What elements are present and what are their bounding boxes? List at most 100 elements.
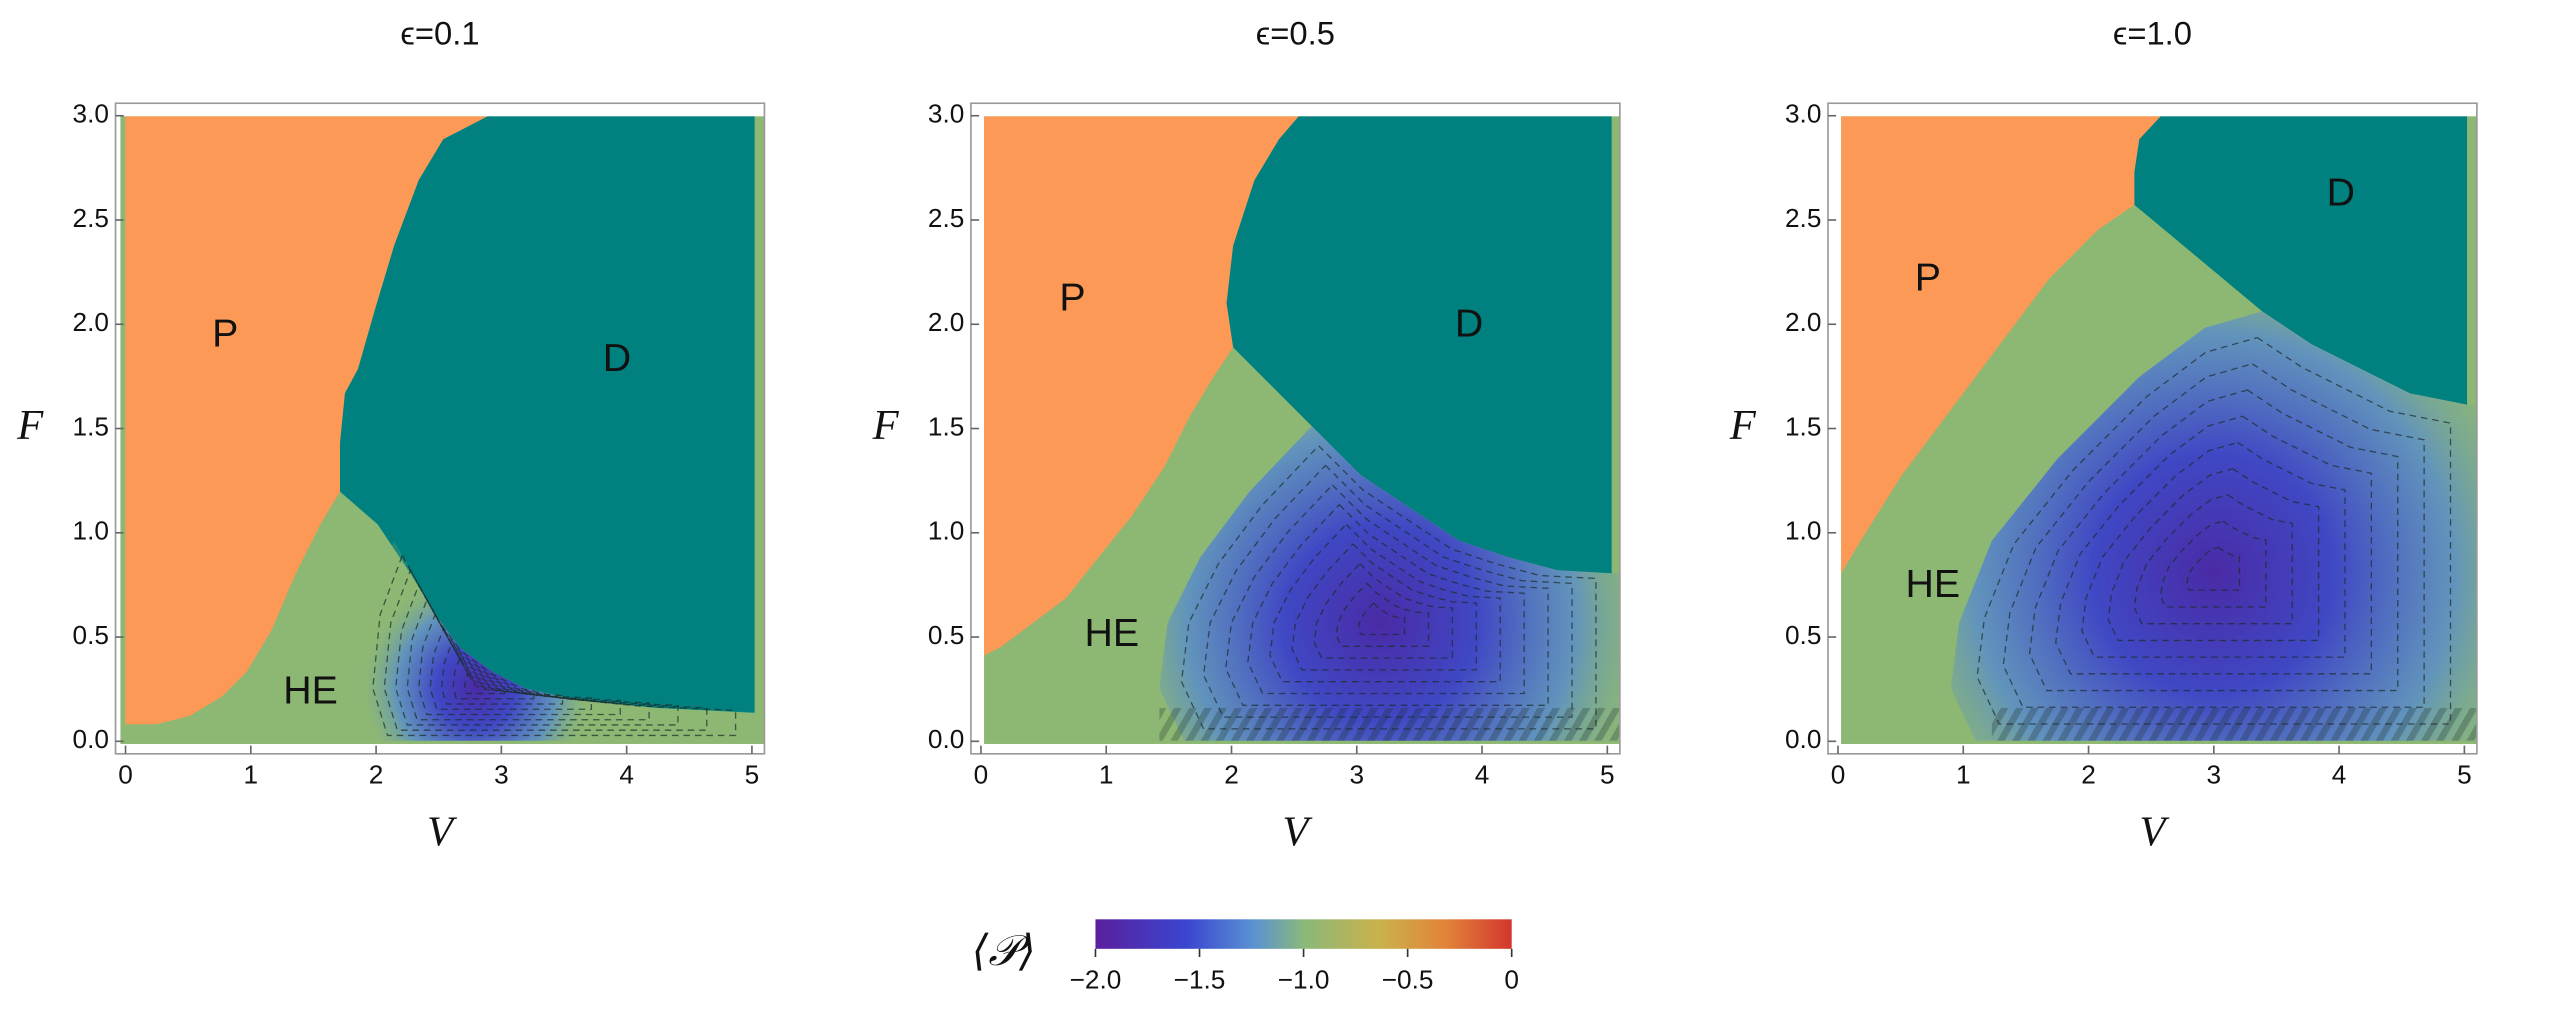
x-axis-label: V	[1282, 809, 1313, 856]
region-d	[2134, 116, 2468, 405]
y-tick-label: 1.5	[1785, 411, 1821, 441]
y-tick-label: 1.5	[73, 411, 109, 441]
region-p	[125, 116, 488, 725]
contour-line	[1247, 503, 1525, 695]
region-label: D	[2327, 170, 2355, 214]
y-tick-label: 2.0	[73, 307, 109, 337]
panel-title: ϵ=0.5	[1256, 15, 1335, 52]
y-tick-label: 2.5	[1785, 203, 1821, 233]
contour-line	[2081, 441, 2346, 658]
region-field	[361, 540, 765, 741]
contour-line	[440, 642, 564, 705]
colorbar-tick-label: −1.5	[1174, 965, 1226, 995]
panel: 0 1 2 3 4 5 0.0 0.5 1.0 1.5 2.0 2.5 3.0 ϵ=0.1 V F P D HE	[16, 15, 766, 856]
contour-line	[1225, 484, 1549, 706]
contour-line	[2186, 546, 2241, 591]
colorbar-tick-label: −2.0	[1070, 965, 1122, 995]
contour-line	[429, 627, 593, 710]
region-label: D	[1455, 301, 1483, 345]
region-label: HE	[1906, 562, 1961, 606]
contour-line	[1313, 562, 1454, 659]
y-tick-label: 3.0	[928, 99, 964, 129]
region-label: HE	[1085, 611, 1140, 655]
x-tick-label: 0	[118, 760, 133, 790]
x-tick-label: 2	[2081, 760, 2096, 790]
contour-line	[2055, 415, 2373, 675]
region-label: HE	[283, 669, 338, 713]
region-field	[1950, 311, 2477, 741]
contour-line	[1202, 464, 1573, 718]
region-label: D	[603, 336, 631, 380]
x-tick-label: 4	[2332, 760, 2347, 790]
y-tick-label: 0.0	[73, 724, 109, 754]
x-tick-label: 4	[619, 760, 634, 790]
zebra-band	[1991, 707, 2477, 741]
x-tick-label: 0	[974, 760, 989, 790]
contour-line	[383, 568, 708, 731]
y-tick-label: 2.0	[928, 307, 964, 337]
x-tick-label: 2	[369, 760, 384, 790]
panel-title: ϵ=1.0	[2113, 15, 2192, 52]
y-tick-label: 0.0	[1785, 724, 1821, 754]
contour-line	[1335, 582, 1430, 647]
contour-line	[1291, 543, 1477, 671]
x-tick-label: 5	[1600, 760, 1615, 790]
contour-line	[1269, 523, 1501, 683]
region-label: P	[1915, 256, 1941, 300]
region-field	[1159, 426, 1620, 741]
y-axis-label: F	[1729, 402, 1757, 449]
y-tick-label: 0.0	[928, 724, 964, 754]
y-tick-label: 0.5	[73, 620, 109, 650]
x-tick-label: 1	[1956, 760, 1971, 790]
region-d	[340, 116, 755, 713]
region-label: P	[212, 311, 238, 355]
contour-line	[2028, 389, 2399, 692]
y-axis-label: F	[16, 402, 44, 449]
contour-line	[452, 657, 535, 700]
panel-title: ϵ=0.1	[400, 15, 479, 52]
y-tick-label: 3.0	[73, 99, 109, 129]
contour-line	[2133, 494, 2293, 625]
y-tick-label: 2.5	[73, 203, 109, 233]
contour-line	[2107, 467, 2320, 642]
colorbar-tick-label: 0	[1504, 965, 1519, 995]
x-tick-label: 4	[1475, 760, 1490, 790]
plot-area	[984, 116, 1620, 744]
x-tick-label: 5	[2457, 760, 2472, 790]
colorbar-tick-label: −0.5	[1382, 965, 1434, 995]
x-tick-label: 3	[2207, 760, 2222, 790]
region-d	[1226, 116, 1612, 574]
y-tick-label: 1.0	[1785, 516, 1821, 546]
colorbar-tick-label: −1.0	[1278, 965, 1330, 995]
colorbar	[1095, 919, 1512, 949]
y-tick-label: 1.5	[928, 411, 964, 441]
contour-line	[418, 612, 621, 716]
y-tick-label: 2.5	[928, 203, 964, 233]
plot-area	[1841, 116, 2477, 744]
contour-line	[2159, 520, 2267, 608]
x-axis-label: V	[427, 809, 458, 856]
y-tick-label: 2.0	[1785, 307, 1821, 337]
x-tick-label: 1	[1099, 760, 1114, 790]
colorbar-label: ⟨𝒫⟩	[972, 928, 1036, 975]
panel: 0 1 2 3 4 5 0.0 0.5 1.0 1.5 2.0 2.5 3.0 ϵ=0.5 V F P D HE	[872, 15, 1621, 856]
x-tick-label: 2	[1224, 760, 1239, 790]
region-p	[984, 116, 1299, 656]
contour-line	[1180, 444, 1597, 730]
y-tick-label: 1.0	[928, 516, 964, 546]
y-tick-label: 0.5	[928, 620, 964, 650]
x-tick-label: 3	[494, 760, 509, 790]
x-tick-label: 1	[244, 760, 259, 790]
x-tick-label: 0	[1831, 760, 1846, 790]
panel: 0 1 2 3 4 5 0.0 0.5 1.0 1.5 2.0 2.5 3.0 ϵ=1.0 V F P D HE	[1729, 15, 2478, 856]
contour-line	[463, 671, 506, 695]
x-tick-label: 3	[1349, 760, 1364, 790]
y-tick-label: 0.5	[1785, 620, 1821, 650]
region-label: P	[1059, 275, 1085, 319]
zebra-band	[1159, 707, 1620, 741]
contour-line	[372, 553, 737, 737]
contour-line	[1357, 602, 1406, 636]
contour-line	[1976, 336, 2452, 725]
y-axis-label: F	[872, 402, 900, 449]
